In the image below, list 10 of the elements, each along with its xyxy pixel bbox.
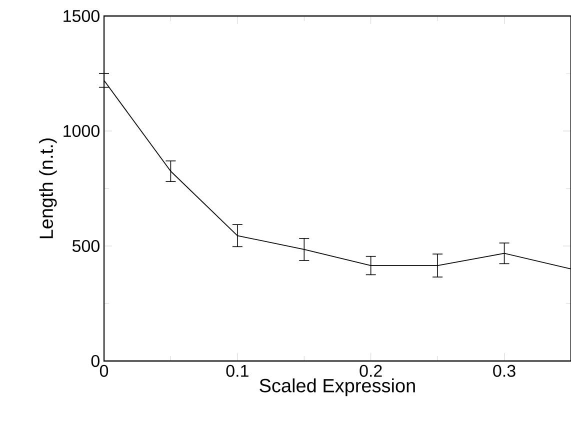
- x-axis-title: Scaled Expression: [260, 378, 415, 396]
- x-tick-label: 0.1: [226, 364, 248, 377]
- x-tick-label: 0.3: [493, 364, 516, 377]
- x-tick-label: 0: [100, 364, 108, 377]
- y-tick-label: 0: [91, 354, 100, 368]
- x-tick-label: 0.2: [360, 364, 382, 377]
- y-tick-label: 500: [72, 240, 100, 252]
- y-tick-label: 1500: [64, 10, 100, 22]
- y-tick-label: 1000: [64, 124, 100, 138]
- y-axis-title: Length (n.t.): [39, 138, 57, 238]
